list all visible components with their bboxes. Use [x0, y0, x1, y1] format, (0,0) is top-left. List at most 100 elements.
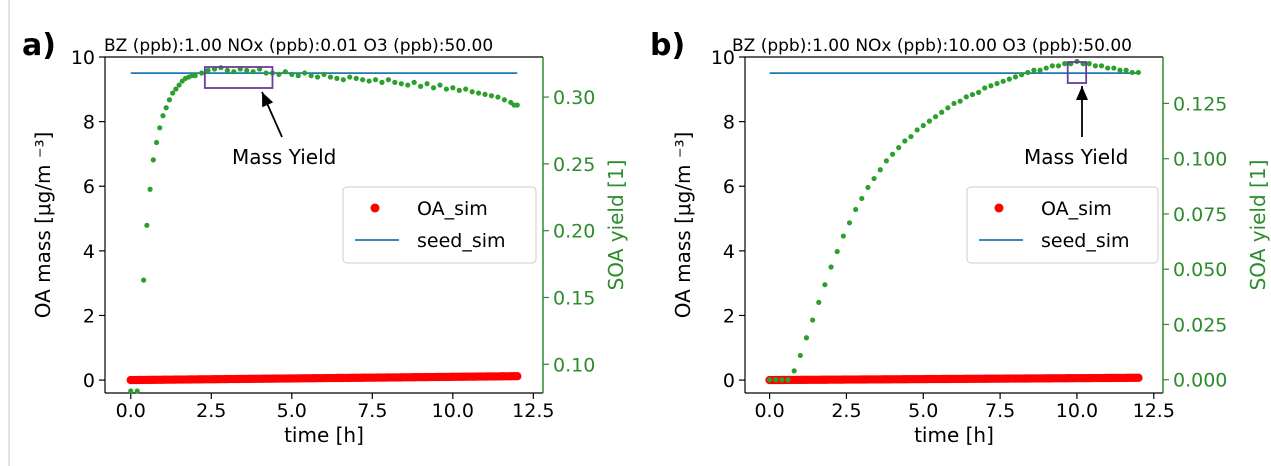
soa-yield-point: [865, 184, 871, 191]
x-tick-label: 2.5: [196, 400, 226, 422]
soa-yield-point: [250, 69, 256, 75]
soa-yield-point: [859, 195, 865, 202]
soa-yield-point: [1105, 65, 1111, 71]
soa-yield-point: [902, 138, 908, 144]
soa-yield-point: [828, 264, 834, 270]
soa-yield-point: [224, 67, 230, 73]
soa-yield-point: [963, 94, 969, 100]
soa-yield-point: [822, 282, 828, 288]
x-tick-label: 0.0: [116, 400, 146, 422]
x-axis-label: time [h]: [284, 423, 364, 447]
soa-yield-point: [1129, 69, 1135, 76]
soa-yield-point: [463, 86, 469, 92]
soa-yield-point: [773, 377, 779, 383]
y-tick-label: 4: [723, 241, 735, 263]
soa-yield-point: [853, 206, 859, 213]
soa-yield-point: [846, 220, 853, 226]
soa-yield-point: [334, 75, 340, 81]
legend-oa-marker: [994, 203, 1004, 213]
oa-sim-point: [1134, 373, 1143, 383]
y2-tick-label: 0.000: [1173, 370, 1227, 392]
y-tick-label: 2: [723, 305, 735, 327]
y2-tick-label: 0.10: [553, 354, 595, 376]
y2-tick-label: 0.30: [553, 87, 595, 109]
legend-seed-label: seed_sim: [417, 230, 506, 252]
soa-yield-point: [398, 81, 404, 87]
soa-yield-point: [1049, 63, 1055, 69]
legend-seed-label: seed_sim: [1041, 230, 1130, 252]
annotation-label: Mass Yield: [232, 145, 336, 169]
legend-oa-marker: [370, 203, 380, 213]
soa-yield-point: [877, 167, 883, 173]
x-tick-label: 0.0: [754, 400, 784, 422]
y-axis-label: OA mass [μg/m ⁻³]: [31, 132, 55, 319]
soa-yield-point: [1098, 63, 1105, 69]
x-tick-label: 10.0: [1056, 400, 1098, 422]
y2-tick-label: 0.15: [553, 287, 595, 309]
soa-yield-point: [134, 388, 140, 394]
soa-yield-point: [372, 77, 379, 83]
y-tick-label: 6: [83, 176, 95, 198]
soa-yield-point: [437, 82, 443, 88]
page-left-border: [8, 0, 10, 466]
legend-frame: [342, 186, 537, 264]
soa-yield-point: [482, 91, 488, 98]
panel-label: b): [650, 28, 685, 63]
soa-yield-point: [1092, 63, 1098, 69]
soa-yield-point: [785, 377, 791, 383]
soa-yield-point: [150, 157, 156, 163]
soa-yield-point: [908, 133, 914, 140]
soa-yield-point: [951, 100, 957, 107]
oa-sim-point: [513, 372, 522, 381]
soa-yield-point: [170, 90, 176, 96]
soa-yield-point: [1043, 65, 1049, 71]
soa-yield-point: [488, 93, 495, 99]
soa-yield-point: [166, 97, 173, 103]
soa-yield-point: [405, 82, 411, 88]
soa-yield-point: [424, 81, 430, 87]
soa-yield-point: [340, 77, 346, 83]
x-tick-label: 2.5: [831, 400, 861, 422]
soa-yield-point: [871, 175, 877, 182]
soa-yield-point: [803, 335, 810, 341]
soa-yield-point: [982, 85, 988, 91]
soa-yield-point: [1123, 67, 1129, 73]
legend-frame: [966, 186, 1159, 264]
soa-yield-point: [282, 69, 288, 75]
soa-yield-point: [353, 75, 359, 81]
soa-yield-point: [914, 127, 920, 133]
soa-yield-point: [791, 368, 797, 374]
soa-yield-point: [276, 71, 282, 77]
soa-yield-point: [834, 248, 840, 255]
soa-yield-point: [797, 352, 803, 359]
y-tick-label: 6: [723, 176, 735, 198]
chart-title: BZ (ppb):1.00 NOx (ppb):10.00 O3 (ppb):5…: [732, 36, 1132, 56]
soa-yield-point: [173, 86, 179, 92]
soa-yield-point: [1019, 72, 1025, 78]
legend: OA_sim seed_sim: [966, 186, 1159, 264]
x-tick-label: 7.5: [357, 400, 387, 422]
soa-yield-point: [418, 83, 424, 89]
soa-yield-point: [932, 114, 939, 120]
soa-yield-point: [945, 105, 951, 111]
y2-tick-label: 0.25: [553, 154, 595, 176]
soa-yield-point: [501, 97, 507, 103]
soa-yield-point: [1025, 69, 1031, 76]
soa-yield-point: [1000, 78, 1006, 84]
y-tick-label: 2: [83, 305, 95, 327]
annotation-arrow-head: [1076, 86, 1088, 100]
y-tick-label: 8: [83, 112, 95, 134]
soa-yield-point: [840, 233, 846, 239]
soa-yield-point: [163, 105, 169, 111]
legend-oa-label: OA_sim: [1041, 198, 1112, 220]
soa-yield-point: [231, 69, 237, 75]
soa-yield-point: [321, 71, 327, 77]
soa-yield-point: [779, 377, 785, 383]
soa-yield-point: [1037, 67, 1043, 73]
soa-yield-point: [379, 79, 385, 85]
soa-yield-point: [302, 70, 308, 76]
y2-tick-label: 0.050: [1173, 259, 1227, 281]
soa-yield-point: [176, 82, 182, 88]
soa-yield-point: [939, 109, 945, 115]
